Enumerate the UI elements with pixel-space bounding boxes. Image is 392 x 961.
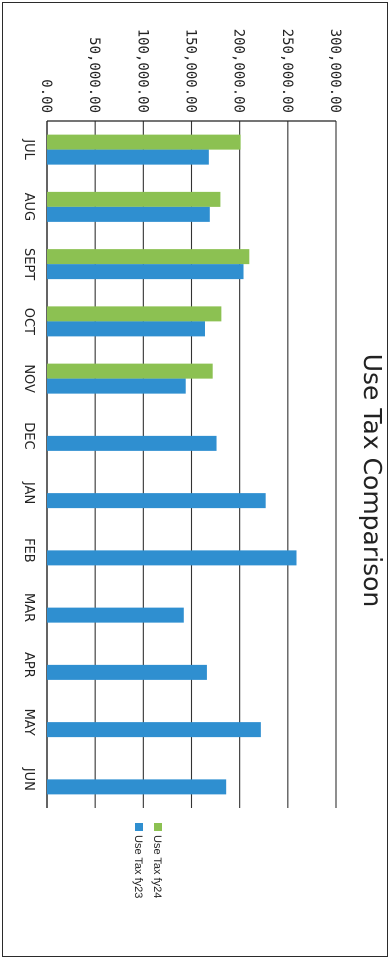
x-category-label: FEB [21, 538, 36, 563]
bar-fy23 [47, 550, 297, 566]
y-tick-label: 50,000.00 [86, 37, 102, 113]
x-category-label: NOV [21, 364, 36, 393]
y-tick-label: 0.00 [38, 79, 54, 113]
bar-fy23 [47, 206, 210, 222]
x-category-label: JUL [21, 138, 36, 160]
bar-chart: 0.00 50,000.00 100,000.00 150,000.00 200,000… [21, 29, 343, 899]
x-category-label: JAN [21, 481, 36, 504]
y-tick-label: 100,000.00 [134, 29, 150, 113]
x-category-label: OCT [21, 308, 36, 335]
y-tick-label: 250,000.00 [279, 29, 295, 113]
chart-frame: Use Tax Comparison 0.00 50,000.00 100,000.… [2, 2, 388, 957]
bar-fy24 [47, 363, 213, 379]
bar-fy24 [47, 249, 250, 265]
x-category-label: JUN [21, 767, 36, 791]
bar-fy23 [47, 264, 244, 280]
bar-fy23 [47, 779, 227, 795]
bar-fy23 [47, 435, 217, 451]
x-category-label: DEC [21, 422, 36, 449]
bar-fy24 [47, 306, 222, 322]
x-category-label: MAY [21, 709, 36, 736]
y-tick-label: 300,000.00 [327, 29, 343, 113]
bar-fy23 [47, 607, 184, 623]
y-tick-label: 150,000.00 [183, 29, 199, 113]
bar-fy23 [47, 149, 209, 165]
bar-fy23 [47, 378, 186, 394]
bar-fy24 [47, 134, 241, 150]
bar-fy23 [47, 321, 205, 337]
x-category-label: MAR [21, 593, 36, 622]
bar-fy23 [47, 493, 266, 509]
rotated-chart: Use Tax Comparison 0.00 50,000.00 100,000.… [3, 3, 389, 958]
x-category-label: AUG [21, 193, 36, 221]
legend-swatch [135, 823, 143, 831]
bar-fy23 [47, 722, 261, 738]
legend-label: Use Tax fy23 [132, 835, 144, 898]
x-category-label: SEPT [21, 248, 36, 280]
legend-swatch [154, 823, 162, 831]
bar-fy23 [47, 664, 207, 680]
x-category-label: APR [21, 652, 36, 678]
y-tick-label: 200,000.00 [231, 29, 247, 113]
legend-label: Use Tax fy24 [151, 835, 163, 898]
bar-fy24 [47, 191, 221, 207]
